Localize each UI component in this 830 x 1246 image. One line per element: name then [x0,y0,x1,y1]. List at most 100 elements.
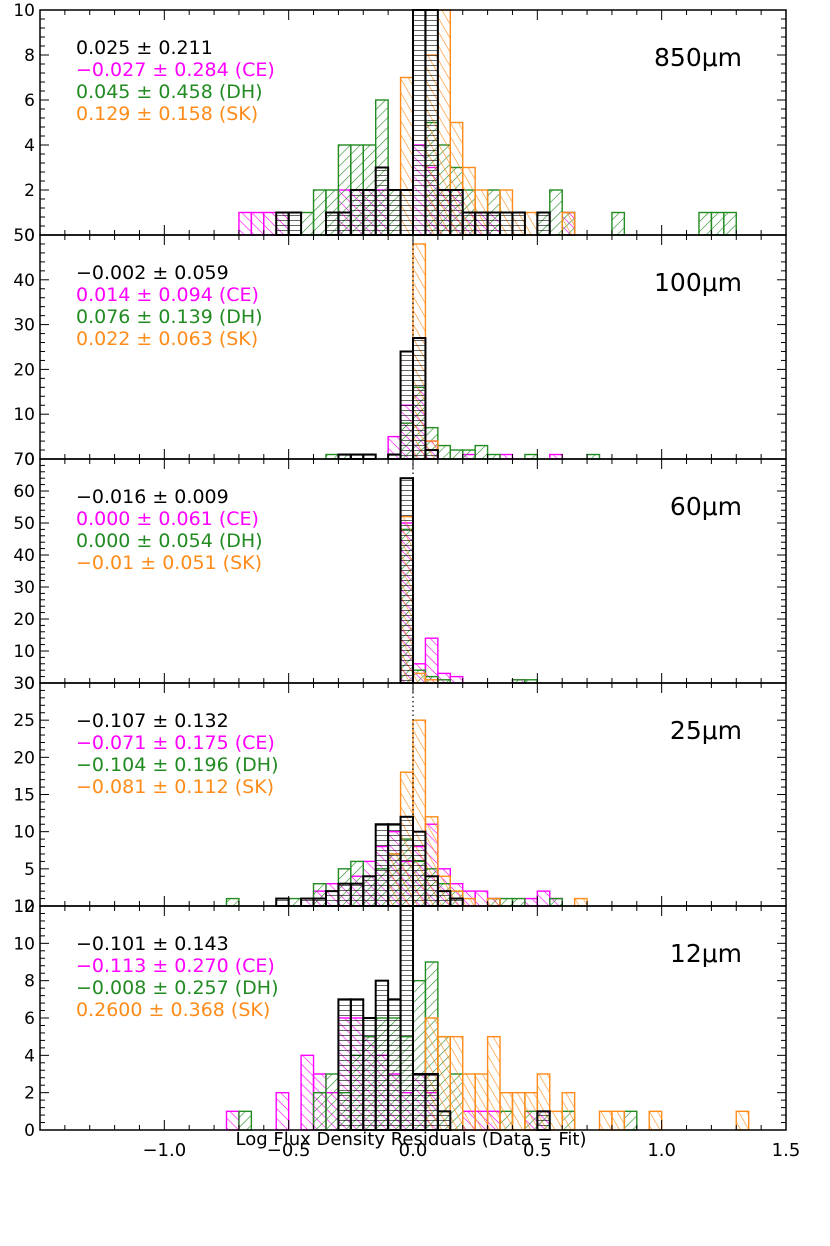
stat-annotation-all: −0.107 ± 0.132 [76,710,229,732]
stat-annotation-SK: −0.01 ± 0.051 (SK) [76,552,262,574]
bar-all [424,9,439,236]
y-tick-label: 20 [13,360,35,380]
y-tick-label: 50 [13,226,35,246]
stat-annotation-CE: 0.014 ± 0.094 (CE) [76,284,259,306]
bar-SK [573,897,588,907]
bar-SK [561,1091,576,1131]
stat-annotation-DH: −0.008 ± 0.257 (DH) [76,977,279,999]
y-tick-label: 0 [24,897,35,917]
bar-all [412,337,427,461]
x-tick-label: 1.0 [647,1140,676,1161]
bar-all [387,998,402,1132]
bar-SK [486,1035,501,1131]
bar-SK [611,1110,626,1131]
bar-all [412,9,427,236]
stat-annotation-SK: 0.2600 ± 0.368 (SK) [76,999,270,1021]
bar-CE [524,897,539,907]
y-tick-label: 30 [13,578,35,598]
bar-SK [449,1035,464,1131]
series-DH [399,528,539,684]
bar-all [287,211,303,236]
y-tick-label: 12 [13,897,35,917]
bar-all [436,890,452,908]
bar-all [312,897,327,908]
y-tick-label: 4 [24,136,35,156]
bar-all [399,477,415,685]
stat-annotation-all: −0.101 ± 0.143 [76,933,229,955]
panel-label: 25μm [670,716,742,745]
stat-annotation-CE: −0.113 ± 0.270 (CE) [76,955,275,977]
y-tick-label: 10 [13,1,35,21]
bar-all [536,1110,551,1131]
bar-SK [412,672,427,684]
bar-DH [549,189,563,236]
y-tick-label: 6 [24,1009,35,1029]
bar-all [399,189,415,236]
bar-all [486,211,502,236]
y-tick-label: 30 [13,674,35,694]
bar-DH [623,1110,638,1131]
bar-SK [474,1073,489,1131]
bar-SK [561,211,576,236]
bar-all [412,830,427,907]
y-tick-label: 30 [13,316,35,336]
bar-CE [250,211,265,236]
x-tick-label: 1.5 [772,1140,801,1161]
bar-SK [462,1073,476,1131]
y-tick-label: 10 [13,823,35,843]
stat-annotation-CE: −0.071 ± 0.175 (CE) [76,732,275,754]
bar-all [337,882,352,908]
y-tick-label: 10 [13,934,35,954]
bar-CE [474,890,489,907]
series-DH [325,386,601,460]
panel-label: 60μm [670,492,742,521]
bar-all [387,189,402,236]
bar-all [275,897,290,908]
bar-DH [287,897,302,907]
bar-all [511,211,526,236]
stat-annotation-CE: 0.000 ± 0.061 (CE) [76,508,259,530]
y-tick-label: 20 [13,610,35,630]
bar-SK [511,1091,526,1131]
bar-CE [225,1110,240,1131]
bar-all [412,1073,427,1131]
bar-DH [549,897,563,907]
y-tick-label: 25 [13,711,35,731]
bar-SK [462,897,476,907]
bar-SK [486,897,501,907]
bar-SK [524,211,539,236]
bar-DH [437,444,451,460]
panel-25m: 0 5 10 15 20 25 30 −0.107 ± 0.132−0.071 ± 0.175… [13,674,787,917]
x-tick-label: −0.5 [267,1140,311,1161]
bar-all [399,905,415,1131]
bar-SK [598,1110,613,1131]
y-tick-label: 0 [24,226,35,246]
series-all [399,477,415,685]
bar-DH [698,211,713,236]
panel-label: 12μm [670,939,742,968]
y-tick-label: 20 [13,748,35,768]
bar-DH [225,897,240,907]
stat-annotation-SK: 0.022 ± 0.063 (SK) [76,328,258,350]
y-tick-label: 70 [13,450,35,470]
y-tick-label: 2 [24,1084,35,1104]
bar-CE [449,675,464,684]
bar-CE [263,211,277,236]
y-tick-label: 4 [24,1046,35,1066]
bar-SK [549,1110,563,1131]
y-tick-label: 40 [13,271,35,291]
bar-DH [611,211,626,236]
bar-all [362,189,377,236]
bar-DH [723,211,737,236]
panel-label: 850μm [654,43,742,72]
x-tick-label: 0.0 [399,1140,428,1161]
y-tick-label: 10 [13,642,35,662]
y-tick-label: 6 [24,91,35,111]
stat-annotation-all: −0.002 ± 0.059 [76,262,229,284]
bar-DH [462,449,476,460]
bar-SK [648,1110,663,1131]
bar-all [349,189,365,236]
series-all [275,815,464,908]
